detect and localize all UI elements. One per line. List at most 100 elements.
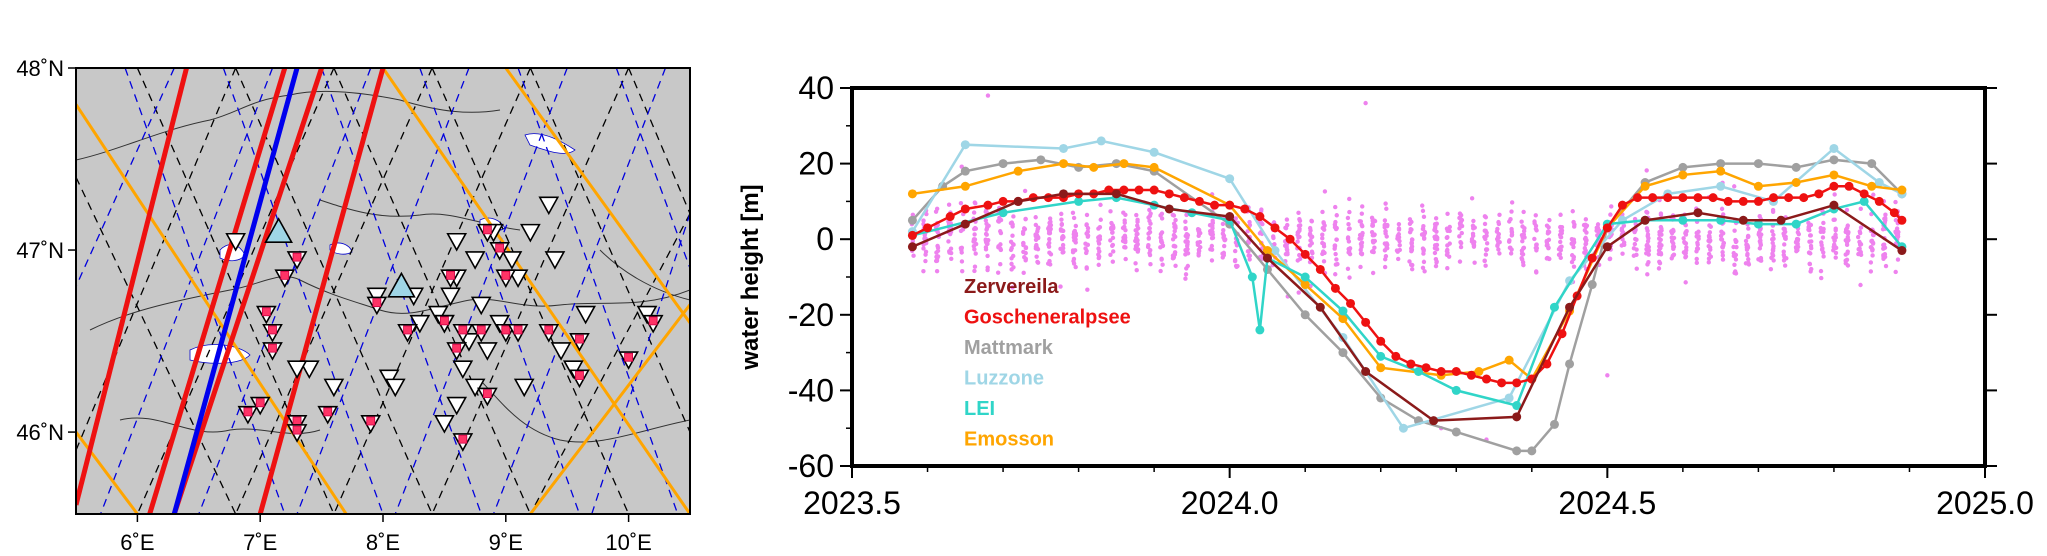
- scatter-point: [1073, 223, 1079, 229]
- scatter-point: [1544, 238, 1549, 244]
- scatter-point: [972, 200, 977, 205]
- scatter-point: [1821, 220, 1826, 226]
- scatter-point: [1445, 228, 1450, 233]
- series-point-luzzone: [1829, 143, 1839, 153]
- scatter-point: [1497, 212, 1502, 218]
- scatter-point: [1072, 248, 1078, 253]
- scatter-point: [1008, 239, 1014, 244]
- scatter-point: [1656, 266, 1662, 271]
- scatter-point: [1209, 258, 1215, 263]
- scatter-point: [1445, 211, 1450, 216]
- scatter-point: [1696, 229, 1701, 234]
- scatter-point: [1296, 235, 1301, 240]
- series-point-luzzone: [1504, 393, 1514, 403]
- track-map: 6˚E 7˚E 8˚E 9˚E 10˚E 48˚N 47˚N 46˚N: [16, 56, 691, 555]
- series-point-goscheneralpsee: [1633, 193, 1643, 203]
- scatter-point: [1558, 212, 1563, 217]
- station-marker: [440, 287, 461, 307]
- scatter-point: [985, 93, 991, 98]
- track-blue-dashed-line: [419, 68, 581, 514]
- scatter-point: [1084, 250, 1089, 256]
- scatter-point: [1497, 239, 1502, 245]
- station-highlight-marker: [476, 325, 486, 335]
- scatter-point: [1421, 259, 1427, 265]
- scatter-point: [1133, 261, 1138, 266]
- track-red-line: [257, 68, 386, 514]
- x-tick-label: 10˚E: [605, 530, 651, 555]
- scatter-point: [1571, 264, 1577, 269]
- scatter-point: [972, 264, 978, 269]
- scatter-point: [959, 250, 964, 255]
- scatter-point: [1546, 245, 1551, 251]
- scatter-point: [1484, 230, 1489, 235]
- scatter-point: [1583, 224, 1589, 230]
- scatter-point: [1808, 251, 1813, 256]
- scatter-point: [1547, 217, 1552, 223]
- scatter-point: [1297, 252, 1302, 258]
- scatter-point: [1307, 231, 1313, 237]
- scatter-point: [1345, 215, 1351, 221]
- scatter-point: [1771, 236, 1776, 241]
- scatter-point: [1432, 227, 1437, 233]
- scatter-point: [1457, 234, 1462, 239]
- station-highlight-marker: [292, 252, 302, 262]
- scatter-point: [984, 221, 989, 226]
- scatter-point: [1011, 214, 1016, 219]
- station-marker: [286, 360, 308, 380]
- station-marker: [550, 342, 572, 361]
- scatter-point: [1719, 237, 1725, 242]
- series-point-zervereila: [1738, 215, 1748, 225]
- scatter-point: [1009, 220, 1015, 225]
- scatter-point: [1534, 242, 1539, 248]
- scatter-point: [1322, 223, 1327, 228]
- scatter-point: [1085, 287, 1090, 292]
- y-tick-label: -60: [788, 448, 834, 484]
- water-height-chart: water height [m] 2023.5 2024.0 2024.5 2025.…: [737, 70, 2034, 521]
- scatter-point: [1645, 232, 1651, 237]
- scatter-point: [1097, 224, 1103, 230]
- scatter-point: [1122, 220, 1127, 225]
- scatter-point: [1209, 247, 1215, 252]
- series-point-goscheneralpsee: [1466, 370, 1476, 380]
- scatter-point: [1658, 237, 1663, 242]
- scatter-point: [1346, 222, 1351, 227]
- series-point-goscheneralpsee: [1648, 193, 1658, 203]
- scatter-point: [1706, 251, 1712, 257]
- scatter-point: [1147, 207, 1152, 213]
- scatter-point: [1721, 241, 1726, 246]
- series-point-lei: [1512, 401, 1522, 411]
- x-tick-label: 9˚E: [489, 530, 523, 555]
- scatter-point: [1246, 249, 1251, 254]
- scatter-point: [1084, 265, 1089, 270]
- scatter-point: [1058, 284, 1063, 289]
- scatter-point: [1020, 229, 1026, 234]
- scatter-point: [1857, 246, 1862, 251]
- series-point-goscheneralpsee: [1769, 193, 1779, 203]
- scatter-point: [1147, 229, 1153, 235]
- station-highlight-marker: [501, 270, 511, 280]
- scatter-point: [1060, 242, 1066, 248]
- scatter-point: [1346, 246, 1351, 252]
- scatter-point: [1396, 227, 1402, 232]
- scatter-point: [1221, 233, 1227, 238]
- scatter-point: [1858, 225, 1864, 230]
- scatter-point: [1148, 221, 1153, 226]
- scatter-point: [1333, 251, 1338, 257]
- scatter-point: [1634, 266, 1639, 271]
- scatter-point: [1110, 235, 1116, 241]
- scatter-point: [1183, 219, 1188, 224]
- scatter-point: [1183, 276, 1188, 281]
- scatter-point: [1497, 251, 1502, 256]
- scatter-point: [1422, 229, 1428, 235]
- series-point-emosson: [1897, 185, 1907, 195]
- scatter-point: [1833, 232, 1838, 237]
- scatter-point: [1071, 256, 1077, 262]
- scatter-point: [1197, 239, 1203, 245]
- scatter-point: [1833, 228, 1838, 233]
- scatter-point: [1795, 247, 1800, 253]
- scatter-point: [960, 268, 965, 274]
- scatter-point: [1707, 223, 1712, 228]
- scatter-point: [1882, 251, 1888, 257]
- scatter-point: [1383, 229, 1388, 234]
- scatter-point: [934, 206, 940, 211]
